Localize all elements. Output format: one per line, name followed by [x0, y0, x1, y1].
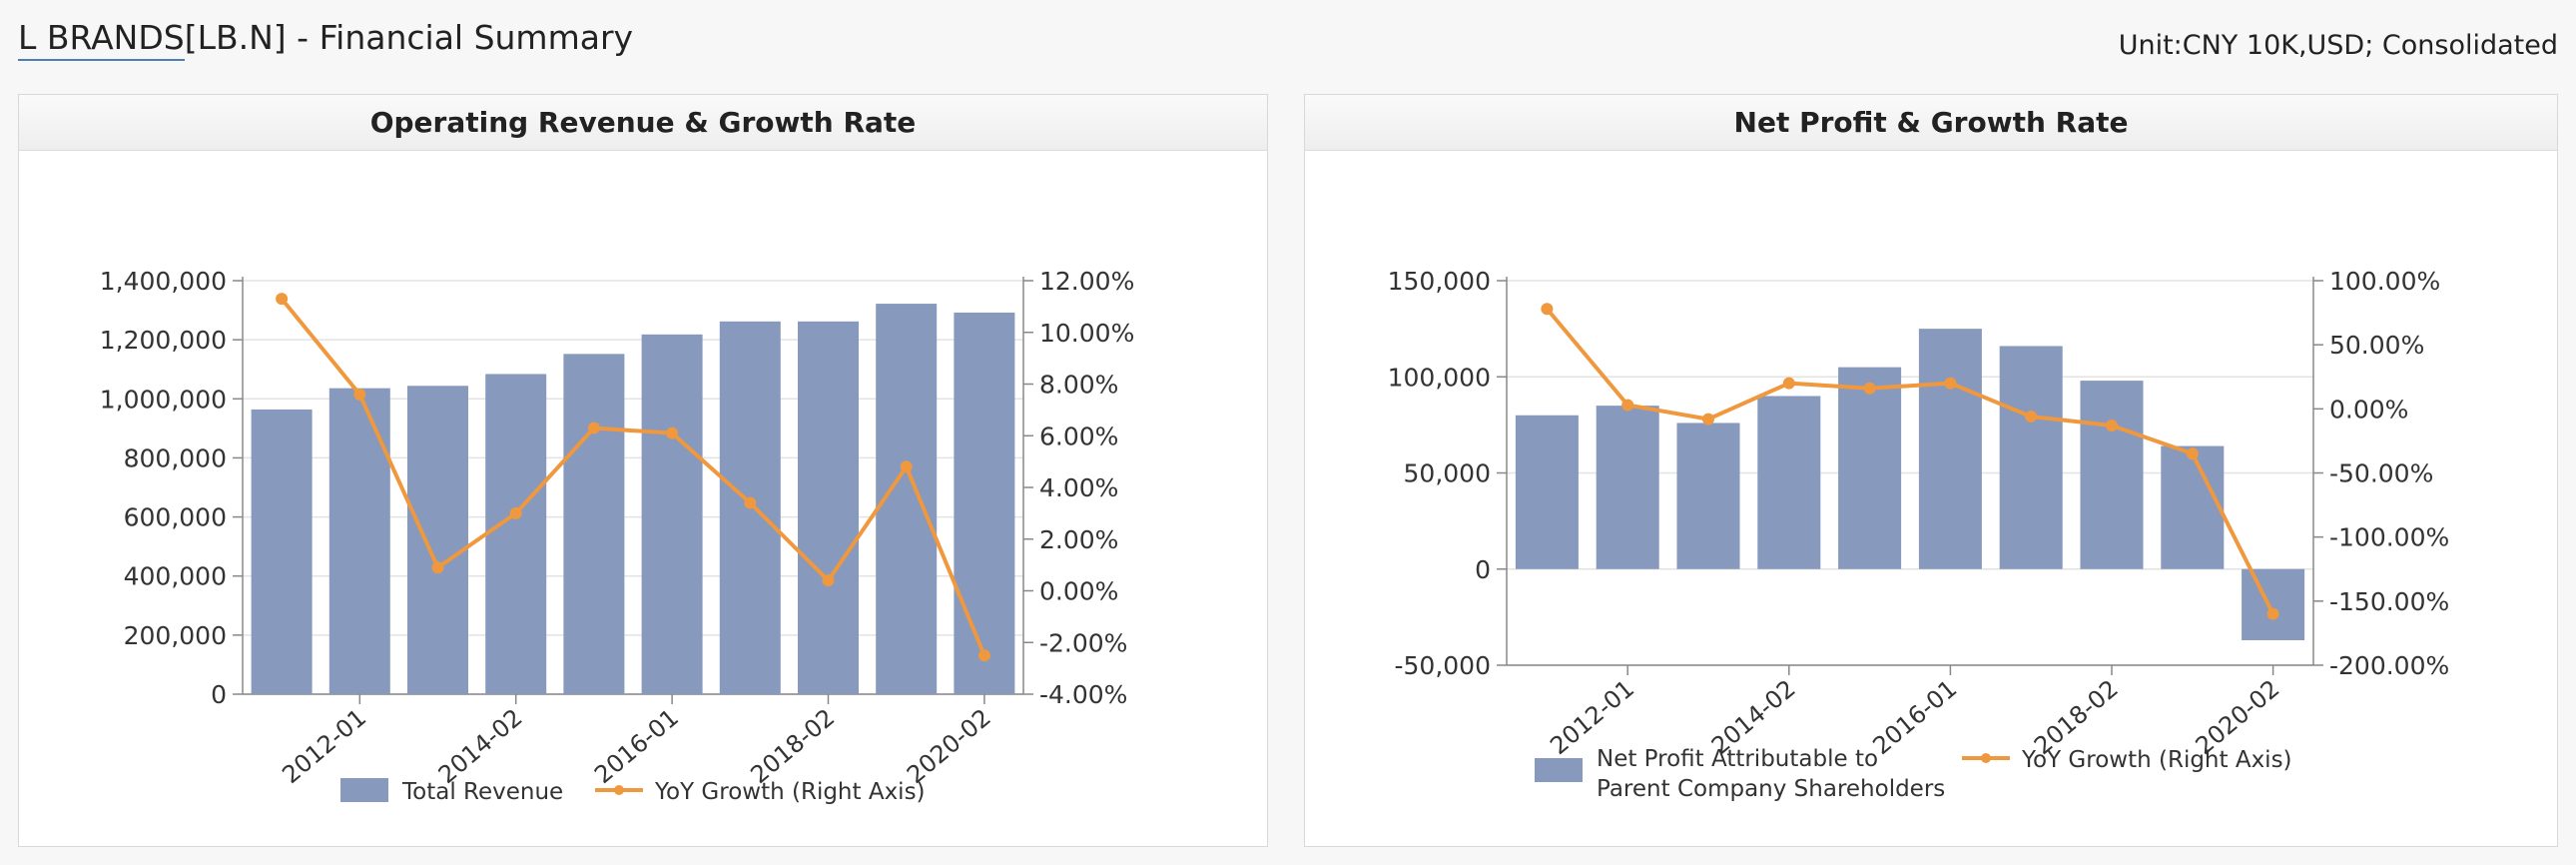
growth-point-2015	[587, 422, 600, 434]
growth-point-2019	[2186, 447, 2199, 460]
right-axis-tick-label: 100.00%	[2329, 267, 2440, 296]
x-axis-tick-label: 2020-02	[902, 703, 996, 789]
bar-2012-01	[1596, 406, 1659, 569]
x-axis-tick-label: 2016-01	[1867, 674, 1962, 760]
title-suffix: - Financial Summary	[286, 18, 634, 57]
legend-bar-label: Total Revenue	[401, 779, 563, 805]
legend-bar-swatch	[340, 778, 388, 802]
legend-line-label: YoY Growth (Right Axis)	[654, 779, 926, 805]
right-axis-tick-label: 10.00%	[1039, 319, 1134, 348]
growth-point-2014-02	[1782, 377, 1795, 390]
right-axis-tick-label: 8.00%	[1039, 371, 1118, 400]
left-axis-tick-label: 0	[1475, 555, 1491, 584]
bar-2016-01	[1918, 329, 1982, 569]
legend-line-label: YoY Growth (Right Axis)	[2021, 747, 2292, 773]
right-axis-tick-label: -150.00%	[2329, 587, 2449, 616]
growth-point-2019	[900, 460, 913, 473]
revenue-chart-panel: Operating Revenue & Growth Rate 0 200,000…	[18, 94, 1268, 847]
x-axis-tick-label: 2012-01	[277, 703, 371, 789]
left-axis-tick-label: 800,000	[124, 443, 227, 472]
left-axis-tick-label: 1,400,000	[100, 267, 227, 296]
bar-2018-02	[2080, 381, 2144, 569]
profit-chart: -50,000 0 50,000 100,000 150,000 -200.00% -150…	[1388, 267, 2450, 802]
x-axis-tick-label: 2018-02	[746, 703, 841, 789]
x-axis-tick-label: 2016-01	[589, 703, 684, 789]
right-axis-tick-label: -4.00%	[1039, 680, 1127, 709]
growth-point-2016-01	[666, 427, 679, 439]
bar-2015	[563, 354, 625, 694]
left-axis-tick-label: 100,000	[1388, 363, 1491, 392]
bar-2014-02	[1757, 396, 1821, 569]
growth-point-2016-01	[1944, 377, 1957, 390]
bar-2012-01	[328, 388, 390, 694]
growth-point-2011	[1541, 303, 1554, 316]
growth-point-2012-01	[353, 388, 366, 401]
ticker: [LB.N]	[184, 18, 287, 57]
left-axis-tick-label: 1,000,000	[100, 385, 227, 414]
right-axis-tick-label: 6.00%	[1039, 422, 1118, 450]
x-axis-tick-label: 2014-02	[433, 703, 528, 789]
bar-2015	[1838, 367, 1902, 569]
right-axis-tick-label: -200.00%	[2329, 651, 2449, 680]
bar-2020-02	[2242, 568, 2305, 640]
right-axis-tick-label: 0.00%	[1039, 577, 1118, 606]
bar-2017	[1999, 346, 2063, 569]
left-axis-tick-label: 400,000	[124, 562, 227, 591]
right-axis-tick-label: -2.00%	[1039, 628, 1127, 657]
growth-point-2020-02	[2266, 607, 2279, 620]
growth-point-2014-02	[509, 506, 522, 519]
bar-2014-02	[485, 374, 547, 694]
growth-line	[1545, 307, 2275, 615]
bar-2019	[2161, 445, 2225, 569]
bar-2018-02	[798, 321, 859, 694]
left-axis-tick-label: 200,000	[124, 621, 227, 650]
legend-line-marker	[1981, 753, 1991, 763]
left-axis-tick-label: 50,000	[1404, 459, 1491, 488]
growth-point-2012-01	[1621, 399, 1634, 412]
growth-point-2017	[744, 496, 757, 509]
growth-point-2020-02	[977, 649, 990, 662]
growth-point-2011	[276, 293, 289, 306]
bar-2013	[1676, 423, 1740, 569]
growth-point-2013	[431, 561, 444, 574]
legend-bar-label-line-1: Net Profit Attributable to	[1597, 746, 1878, 772]
growth-point-2013	[1702, 413, 1714, 426]
revenue-chart: 0 200,000 400,000 600,000 800,000 1,000,000 1,…	[100, 267, 1135, 805]
legend-bar-label-line-2: Parent Company Shareholders	[1597, 776, 1945, 802]
growth-point-2018-02	[822, 574, 835, 587]
right-axis-tick-label: -100.00%	[2329, 523, 2449, 552]
right-axis-tick-label: -50.00%	[2329, 459, 2433, 488]
page-header: L BRANDS[LB.N] - Financial Summary Unit:…	[18, 14, 2558, 74]
growth-point-2017	[2025, 411, 2038, 424]
bar-2020-02	[954, 312, 1015, 694]
left-axis-tick-label: 150,000	[1388, 267, 1491, 296]
right-axis-tick-label: 2.00%	[1039, 525, 1118, 554]
right-axis-tick-label: 0.00%	[2329, 395, 2408, 424]
revenue-chart-title: Operating Revenue & Growth Rate	[19, 95, 1267, 151]
bar-2013	[407, 386, 468, 694]
bar-2011	[1515, 415, 1579, 569]
legend-line-marker	[614, 785, 624, 795]
left-axis-tick-label: 1,200,000	[100, 326, 227, 355]
left-axis-tick-label: -50,000	[1395, 651, 1492, 680]
profit-chart-title: Net Profit & Growth Rate	[1305, 95, 2557, 151]
company-link[interactable]: L BRANDS	[18, 18, 185, 61]
growth-point-2015	[1863, 382, 1876, 395]
bar-2011	[251, 409, 313, 694]
right-axis-tick-label: 50.00%	[2329, 331, 2424, 360]
unit-note: Unit:CNY 10K,USD; Consolidated	[2118, 30, 2558, 61]
right-axis-tick-label: 12.00%	[1039, 267, 1134, 296]
profit-chart-panel: Net Profit & Growth Rate -50,000 0 50,000 1…	[1304, 94, 2558, 847]
legend-bar-swatch	[1535, 758, 1583, 782]
left-axis-tick-label: 0	[211, 680, 227, 709]
bar-2016-01	[641, 334, 703, 694]
growth-point-2018-02	[2106, 420, 2118, 432]
page-title: L BRANDS[LB.N] - Financial Summary	[18, 18, 634, 61]
growth-line	[280, 297, 986, 656]
left-axis-tick-label: 600,000	[124, 503, 227, 532]
right-axis-tick-label: 4.00%	[1039, 473, 1118, 502]
